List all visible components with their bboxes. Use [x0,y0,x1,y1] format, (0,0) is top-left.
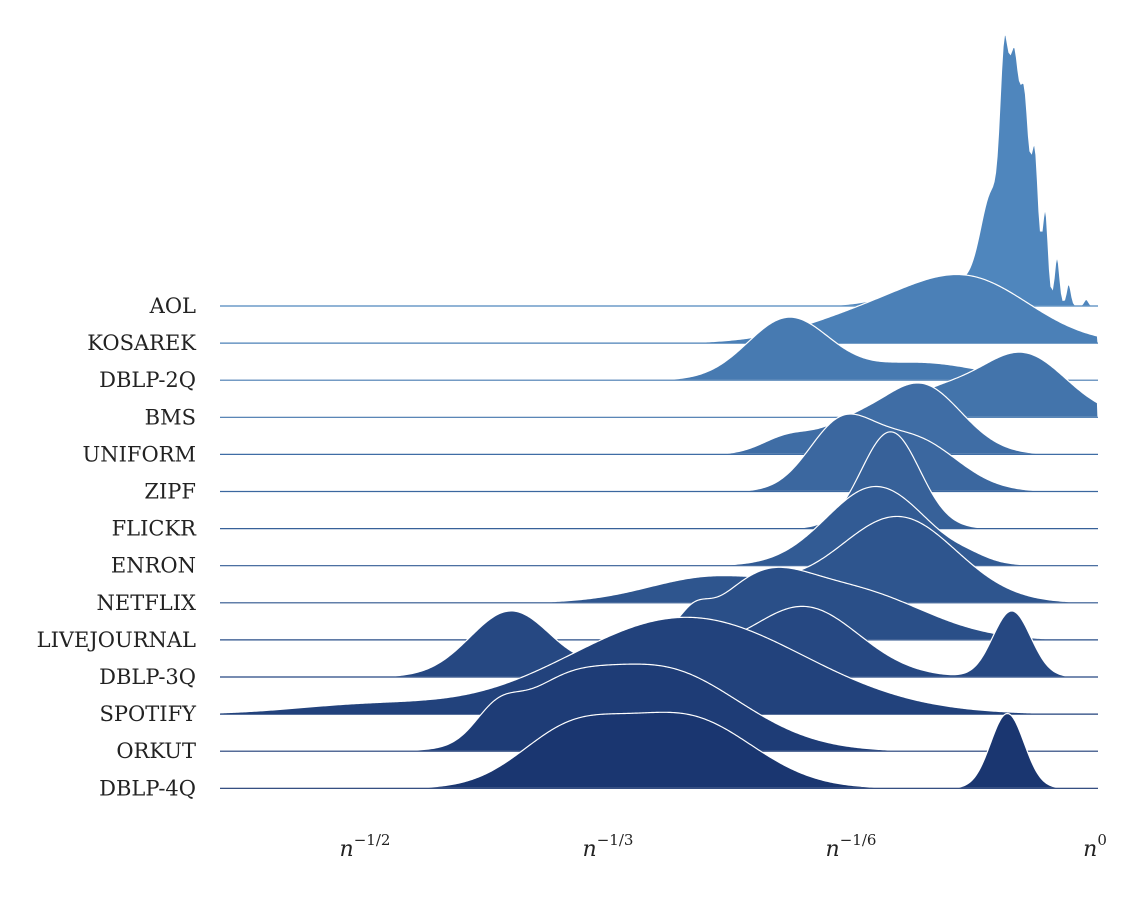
row-label: DBLP-3Q [99,665,196,689]
x-tick-base: n [583,837,597,862]
row-label: LIVEJOURNAL [37,628,196,652]
ridge-area [220,351,1099,418]
row-label: UNIFORM [83,442,196,466]
x-tick-exponent: −1/6 [840,831,877,849]
x-tick-base: n [826,837,840,862]
ridge-bms [220,351,1099,418]
row-label: KOSAREK [87,331,196,355]
row-labels-layer: AOL KOSAREK DBLP-2Q BMS UNIFORM ZIPF FLICKR ENR… [37,294,198,800]
x-tick-exponent: −1/2 [354,831,391,849]
ridge-kosarek [220,273,1099,344]
ridge-dblp-4q [220,711,1098,789]
x-tick-label: n0 [1083,831,1107,862]
row-label: ENRON [111,554,196,578]
ridge-aol [220,33,1099,307]
row-label: NETFLIX [97,591,197,615]
x-tick-label: n−1/2 [340,831,391,862]
ridge-area [220,273,1099,344]
row-label: DBLP-2Q [99,368,196,392]
ridge-area [220,711,1098,789]
row-label: DBLP-4Q [99,776,196,800]
x-tick-label: n−1/3 [583,831,634,862]
ridge-area [220,515,1099,604]
x-tick-label: n−1/6 [826,831,877,862]
x-tick-exponent: −1/3 [597,831,634,849]
row-label: ZIPF [144,480,196,504]
ridge-area [220,33,1099,307]
row-label: BMS [145,405,196,429]
row-label: FLICKR [112,517,198,541]
x-tick-base: n [340,837,354,862]
x-tick-exponent: 0 [1097,831,1107,849]
row-label: AOL [149,294,196,318]
x-tick-labels-layer: n−1/2 n−1/3 n−1/6 n0 [340,831,1107,862]
row-label: ORKUT [116,739,196,763]
row-label: SPOTIFY [100,702,198,726]
x-tick-base: n [1083,837,1097,862]
ridges-layer [219,33,1099,789]
ridge-netflix [220,515,1099,604]
